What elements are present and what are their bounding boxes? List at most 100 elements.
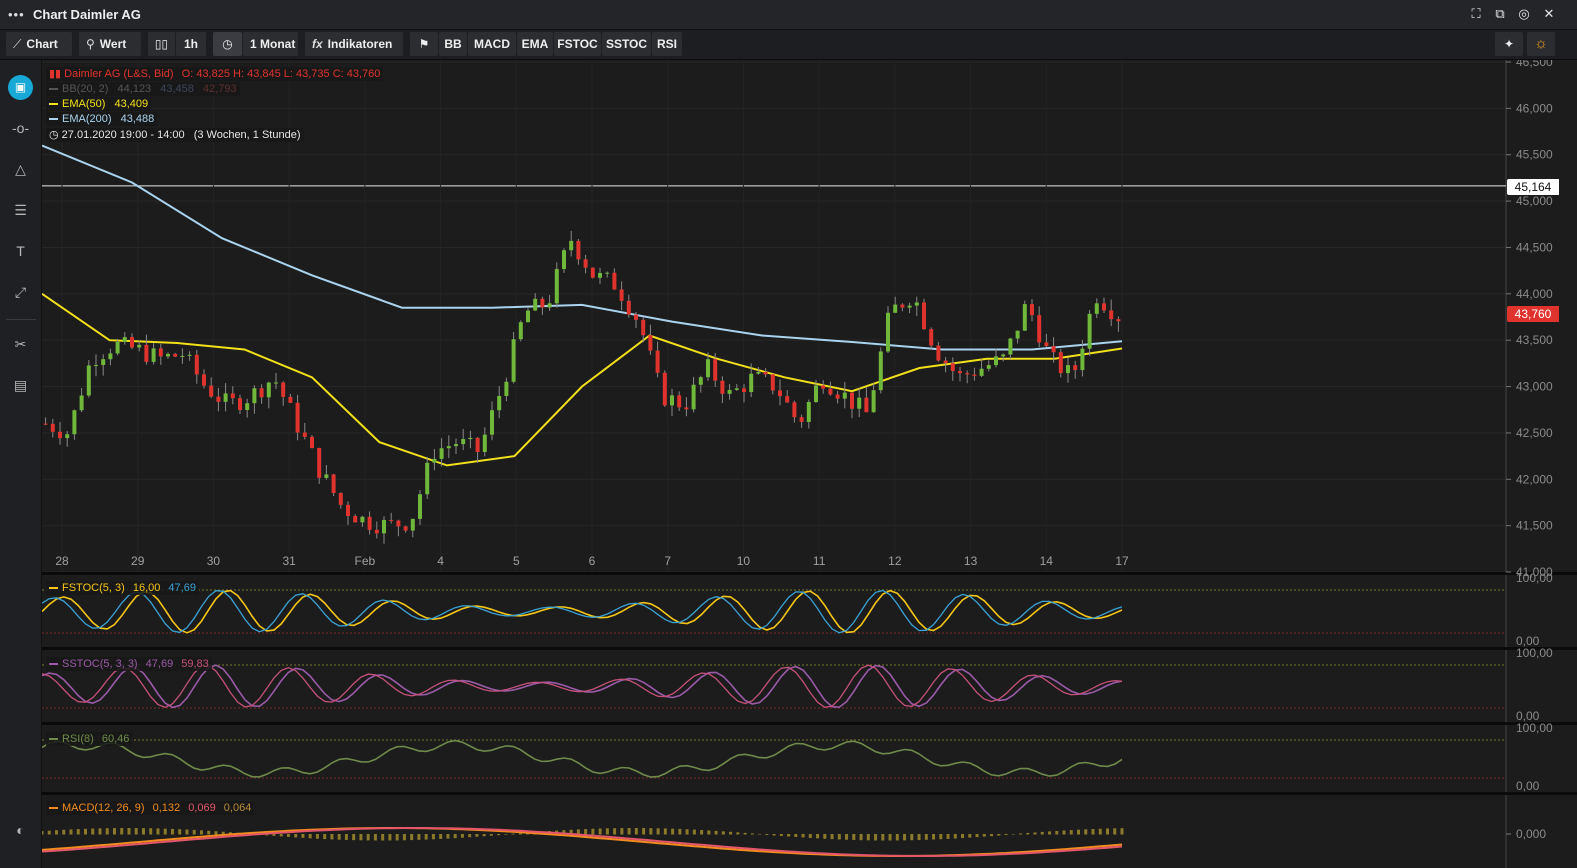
candle-body bbox=[209, 385, 214, 397]
tools-icon[interactable]: ✂ bbox=[14, 336, 27, 352]
text-tool-icon[interactable]: T bbox=[16, 243, 25, 259]
trend-tool-icon[interactable]: ⤢ bbox=[14, 284, 27, 300]
candle-body bbox=[742, 388, 746, 393]
candle-body bbox=[612, 272, 617, 290]
candle-body bbox=[1094, 303, 1099, 314]
candle-body bbox=[331, 474, 336, 494]
date-tick-label: 28 bbox=[55, 554, 69, 568]
macd-histogram-bar bbox=[207, 830, 211, 835]
indicator-bb-button[interactable]: BB bbox=[439, 32, 467, 56]
clock-icon[interactable]: ◷ bbox=[213, 32, 242, 56]
price-tick-label: 45,000 bbox=[1516, 194, 1553, 208]
bookmark-icon[interactable]: ⚑ bbox=[410, 32, 438, 56]
candle-body bbox=[324, 474, 329, 478]
macd-histogram-bar bbox=[272, 834, 276, 836]
last-price-label: 43,760 bbox=[1507, 306, 1559, 322]
contrast-icon[interactable]: ◐ bbox=[16, 822, 25, 838]
candle-body bbox=[86, 365, 91, 396]
fstoc-legend: FSTOC(5, 3) 16,00 47,69 bbox=[46, 581, 199, 595]
candle-body bbox=[958, 370, 962, 374]
date-tick-label: 5 bbox=[513, 554, 520, 568]
candle-body bbox=[641, 319, 646, 336]
interval-button[interactable]: 1h bbox=[176, 32, 206, 56]
candle-body bbox=[1109, 310, 1114, 320]
calculator-icon[interactable]: ▤ bbox=[13, 377, 28, 393]
candle-body bbox=[274, 382, 278, 384]
price-tick-label: 44,500 bbox=[1516, 240, 1553, 254]
ohlc-values: O: 43,825 H: 43,845 L: 43,735 C: 43,760 bbox=[181, 68, 381, 80]
candle-body bbox=[857, 397, 862, 409]
macd-histogram-bar bbox=[982, 834, 986, 837]
macd-histogram-bar bbox=[120, 828, 124, 835]
fibonacci-tool-icon[interactable]: ☰ bbox=[14, 202, 27, 218]
candle-body bbox=[698, 377, 703, 385]
panel-separator bbox=[42, 647, 1577, 650]
interval-label: 1h bbox=[183, 37, 198, 51]
indicator-fstoc-button[interactable]: FSTOC bbox=[554, 32, 601, 56]
macd-histogram-bar bbox=[424, 834, 428, 840]
panel-top-label: 100,00 bbox=[1516, 721, 1553, 735]
price-chart[interactable]: 46,500 46,000 45,500 45,000 44,500 44,000 43,5… bbox=[42, 60, 1577, 868]
indicator-sstoc-button[interactable]: SSTOC bbox=[602, 32, 651, 56]
indicator-ema-button[interactable]: EMA bbox=[517, 32, 553, 56]
sun-icon[interactable]: ☼ bbox=[1527, 32, 1555, 56]
wert-button[interactable]: ⚲ Wert bbox=[79, 32, 141, 56]
candlestick-icon[interactable]: ▯▯ bbox=[148, 32, 175, 56]
candle-body bbox=[317, 448, 322, 478]
macd-histogram-bar bbox=[192, 829, 196, 835]
candle-body bbox=[785, 396, 790, 403]
macd-histogram-bar bbox=[294, 834, 298, 838]
candle-body bbox=[893, 304, 898, 313]
macd-histogram-bar bbox=[750, 833, 754, 835]
candle-body bbox=[713, 359, 718, 381]
indicators-button[interactable]: fx Indikatoren bbox=[305, 32, 403, 56]
ema50-label: EMA(50) bbox=[62, 98, 106, 110]
detach-icon[interactable]: ⧉ bbox=[1495, 6, 1505, 21]
candle-body bbox=[734, 388, 739, 390]
maximize-icon[interactable]: ⛶ bbox=[1471, 6, 1481, 21]
candle-body bbox=[382, 519, 386, 534]
macd-histogram-bar bbox=[765, 834, 769, 835]
macd-histogram-bar bbox=[1033, 832, 1037, 835]
macd-histogram-bar bbox=[279, 834, 283, 837]
candle-body bbox=[101, 359, 106, 366]
candle-body bbox=[799, 417, 804, 422]
candle-body bbox=[202, 374, 206, 386]
macd-histogram-bar bbox=[975, 834, 979, 838]
dots-icon[interactable]: ••• bbox=[8, 7, 25, 22]
indicator-rsi-button[interactable]: RSI bbox=[652, 32, 682, 56]
triangle-tool-icon[interactable]: △ bbox=[15, 161, 26, 177]
candle-body bbox=[1087, 313, 1092, 349]
close-icon[interactable]: ✕ bbox=[1543, 6, 1555, 21]
toolbar: ⟋ Chart ⚲ Wert ▯▯ 1h ◷ 1 Monat fx Indikator… bbox=[0, 30, 1577, 60]
cursor-tool-icon[interactable]: ▣ bbox=[8, 75, 33, 100]
macd-histogram-bar bbox=[518, 833, 522, 835]
macd-histogram-bar bbox=[395, 834, 399, 841]
magic-wand-icon[interactable]: ✦ bbox=[1495, 32, 1523, 56]
rsi-label: RSI(8) bbox=[62, 733, 94, 745]
candle-body bbox=[281, 382, 286, 397]
candle-body bbox=[526, 310, 530, 323]
candle-body bbox=[346, 504, 350, 517]
settings-circle-icon[interactable]: ◎ bbox=[1518, 6, 1530, 21]
candle-body bbox=[418, 494, 422, 519]
chart-type-button[interactable]: ⟋ Chart bbox=[6, 32, 72, 56]
indicator-sstoc-label: SSTOC bbox=[605, 37, 648, 51]
macd-histogram-bar bbox=[511, 833, 515, 835]
candle-body bbox=[864, 397, 869, 413]
ema200-value: 43,488 bbox=[120, 113, 155, 125]
macd-histogram-bar bbox=[388, 834, 392, 841]
candle-body bbox=[310, 436, 314, 449]
sstoc-value-1: 47,69 bbox=[145, 658, 174, 670]
candle-body bbox=[252, 388, 257, 404]
line-tool-icon[interactable]: -o- bbox=[11, 120, 30, 136]
macd-histogram-bar bbox=[163, 828, 167, 835]
period-button[interactable]: 1 Monat bbox=[243, 32, 298, 56]
panel-separator bbox=[42, 572, 1577, 575]
indicator-macd-button[interactable]: MACD bbox=[468, 32, 516, 56]
macd-histogram-bar bbox=[1098, 828, 1102, 835]
candle-body bbox=[878, 351, 883, 391]
macd-histogram-bar bbox=[308, 834, 312, 839]
macd-histogram-bar bbox=[562, 830, 566, 835]
candle-body bbox=[965, 373, 970, 375]
